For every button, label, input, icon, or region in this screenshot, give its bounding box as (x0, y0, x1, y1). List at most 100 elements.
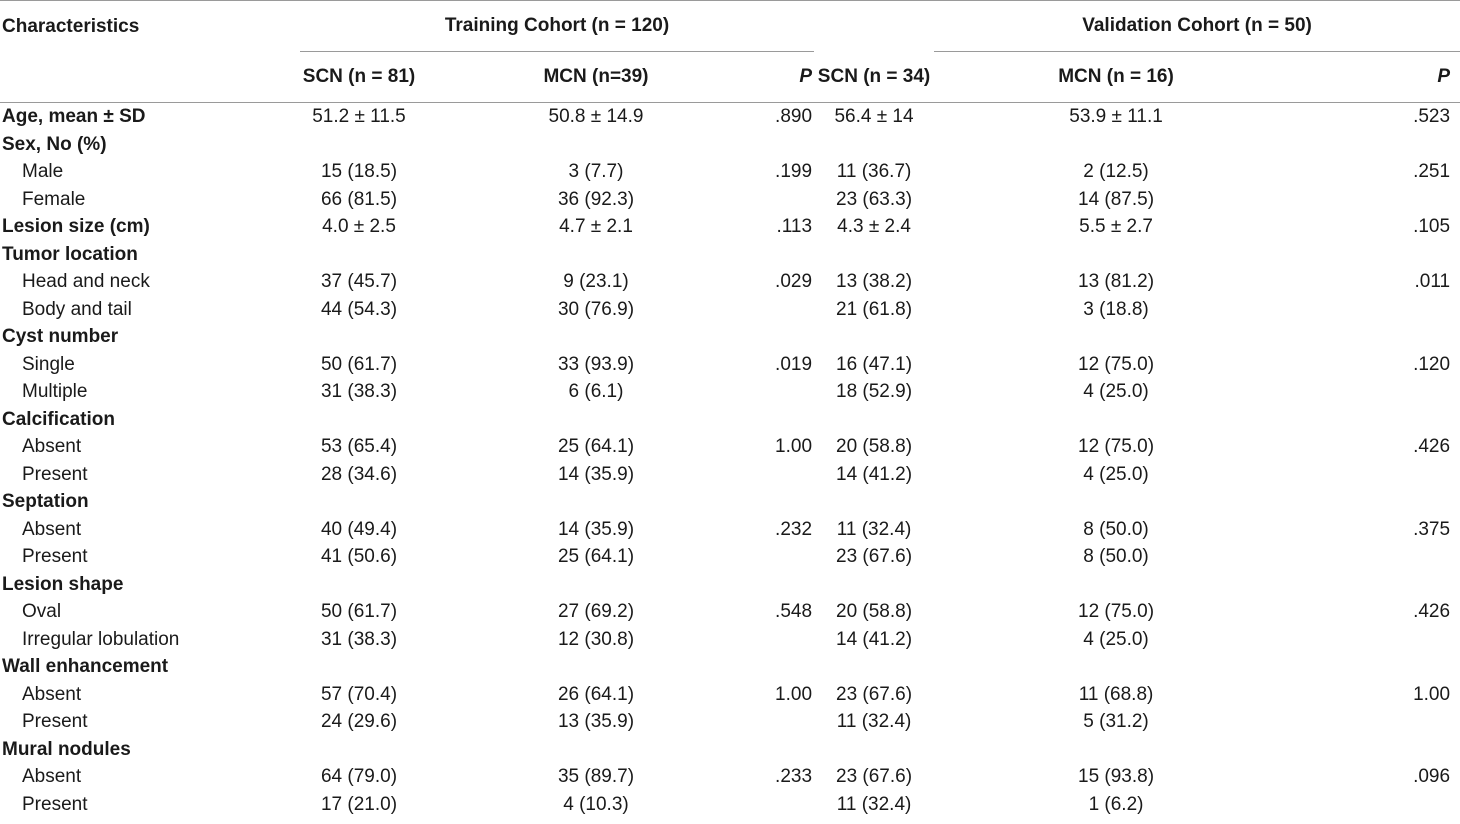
row-label: Septation (2, 491, 89, 512)
cell-val-mcn: 8 (50.0) (1083, 546, 1149, 567)
cell-val-p (1298, 626, 1460, 654)
cell-val-p (1298, 131, 1460, 159)
table-row: Absent 57 (70.4) 26 (64.1) 1.00 23 (67.6) 11 … (0, 681, 1460, 709)
table-row: Tumor location (0, 241, 1460, 269)
cell-train-p (774, 323, 814, 351)
cell-val-mcn: 11 (68.8) (1078, 683, 1154, 705)
cell-train-mcn: 27 (69.2) (557, 601, 635, 622)
cell-train-p: .232 (775, 518, 813, 540)
cell-train-scn (300, 406, 418, 434)
cell-val-scn: 11 (32.4) (836, 518, 912, 540)
table-row: Head and neck 37 (45.7) 9 (23.1) .029 13 (38… (0, 268, 1460, 296)
row-label: Head and neck (22, 271, 150, 292)
row-label: Body and tail (22, 298, 132, 320)
table-row: Present 24 (29.6) 13 (35.9) 11 (32.4) 5 (31.… (0, 708, 1460, 736)
cell-train-mcn (418, 406, 774, 434)
row-label: Single (22, 353, 75, 375)
cell-train-mcn: 35 (89.7) (557, 766, 635, 787)
row-label: Wall enhancement (2, 656, 169, 677)
cell-val-scn (814, 241, 934, 269)
cell-train-p (774, 791, 814, 819)
cell-train-scn: 28 (34.6) (320, 463, 398, 485)
cell-train-scn: 64 (79.0) (320, 766, 398, 787)
cell-val-mcn (934, 131, 1298, 159)
row-label: Present (22, 711, 88, 732)
table-row: Septation (0, 488, 1460, 516)
cell-val-p: .426 (1413, 601, 1451, 622)
cell-val-scn (814, 653, 934, 681)
cell-val-scn (814, 323, 934, 351)
cell-val-mcn: 8 (50.0) (1083, 518, 1149, 540)
header-row-groups: Characteristics Training Cohort (n = 120… (0, 0, 1460, 52)
header-characteristics: Characteristics (0, 0, 300, 52)
cell-val-mcn (934, 653, 1298, 681)
cell-val-p: .426 (1413, 436, 1451, 457)
table-row: Oval 50 (61.7) 27 (69.2) .548 20 (58.8) 12 (7… (0, 598, 1460, 626)
header-row-columns: SCN (n = 81) MCN (n=39) P SCN (n = 34) M… (0, 52, 1460, 103)
cell-train-scn: 44 (54.3) (320, 298, 398, 320)
cell-train-mcn (418, 131, 774, 159)
cell-train-mcn (418, 653, 774, 681)
cell-val-mcn: 15 (93.8) (1078, 766, 1155, 787)
cell-train-scn: 51.2 ± 11.5 (312, 106, 406, 127)
cell-train-p (774, 461, 814, 489)
cell-val-scn: 14 (41.2) (836, 463, 913, 485)
cell-train-mcn (418, 241, 774, 269)
cell-val-scn: 21 (61.8) (836, 298, 913, 320)
table-row: Single 50 (61.7) 33 (93.9) .019 16 (47.1) 12 … (0, 351, 1460, 379)
table-row: Present 41 (50.6) 25 (64.1) 23 (67.6) 8 (50.… (0, 543, 1460, 571)
table-row: Cyst number (0, 323, 1460, 351)
header-train-p: P (774, 52, 815, 103)
cell-train-scn: 4.0 ± 2.5 (322, 216, 396, 237)
cell-train-p: .890 (775, 106, 813, 127)
cell-val-mcn (934, 571, 1298, 599)
cell-val-scn: 11 (32.4) (836, 711, 912, 732)
table-row: Multiple 31 (38.3) 6 (6.1) 18 (52.9) 4 (25.0… (0, 378, 1460, 406)
row-label: Lesion size (cm) (2, 216, 150, 237)
table-row: Male 15 (18.5) 3 (7.7) .199 11 (36.7) 2 (12.5… (0, 158, 1460, 186)
cell-val-scn (814, 571, 934, 599)
row-label: Calcification (2, 408, 115, 430)
cell-val-p (1298, 543, 1460, 571)
cell-train-mcn (418, 736, 774, 764)
cell-train-p (774, 571, 814, 599)
table-row: Sex, No (%) (0, 131, 1460, 159)
cell-train-scn: 17 (21.0) (320, 793, 398, 815)
cell-val-p: .120 (1413, 353, 1451, 375)
cell-val-mcn: 4 (25.0) (1083, 463, 1149, 485)
cell-val-p: .251 (1413, 161, 1451, 182)
header-validation-cohort: Validation Cohort (n = 50) (934, 0, 1460, 52)
cell-train-p (774, 543, 814, 571)
cell-train-mcn: 3 (7.7) (568, 161, 624, 182)
cell-train-mcn: 14 (35.9) (557, 518, 635, 540)
cell-val-mcn: 3 (18.8) (1083, 298, 1149, 320)
cell-val-p (1298, 241, 1460, 269)
row-label: Female (22, 188, 86, 210)
header-gap (814, 0, 935, 52)
cell-val-scn: 23 (67.6) (836, 766, 913, 787)
table-row: Wall enhancement (0, 653, 1460, 681)
cell-train-scn (300, 323, 418, 351)
cell-val-scn: 16 (47.1) (836, 353, 913, 375)
cell-train-mcn (418, 488, 774, 516)
row-label: Age, mean ± SD (2, 106, 146, 127)
cell-train-mcn: 4 (10.3) (563, 793, 629, 815)
cell-train-scn: 37 (45.7) (320, 271, 398, 292)
row-label: Absent (22, 766, 82, 787)
cell-val-mcn: 1 (6.2) (1088, 793, 1144, 815)
table-row: Lesion size (cm) 4.0 ± 2.5 4.7 ± 2.1 .113 4.… (0, 213, 1460, 241)
cell-val-scn (814, 131, 934, 159)
cell-train-p (774, 186, 814, 214)
cell-val-scn: 11 (36.7) (836, 161, 912, 182)
cell-train-mcn: 12 (30.8) (557, 628, 635, 650)
cell-val-mcn: 2 (12.5) (1083, 161, 1149, 182)
row-label: Absent (22, 683, 82, 705)
table-row: Lesion shape (0, 571, 1460, 599)
cell-val-mcn (934, 736, 1298, 764)
cell-train-scn: 50 (61.7) (320, 601, 398, 622)
cell-val-scn (814, 736, 934, 764)
cell-val-scn: 56.4 ± 14 (834, 106, 914, 127)
cell-val-mcn (934, 323, 1298, 351)
cell-val-p: .523 (1413, 106, 1451, 127)
